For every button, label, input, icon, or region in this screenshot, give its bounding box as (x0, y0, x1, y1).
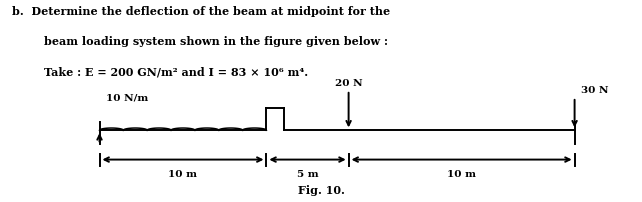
Text: 10 m: 10 m (447, 170, 476, 179)
Text: 10 N/m: 10 N/m (106, 93, 148, 102)
Text: 20 N: 20 N (334, 79, 363, 88)
Text: beam loading system shown in the figure given below :: beam loading system shown in the figure … (44, 36, 388, 47)
Text: 10 m: 10 m (168, 170, 198, 179)
Text: Take : E = 200 GN/m² and I = 83 × 10⁶ m⁴.: Take : E = 200 GN/m² and I = 83 × 10⁶ m⁴… (44, 67, 308, 78)
Text: 5 m: 5 m (297, 170, 318, 179)
Text: Fig. 10.: Fig. 10. (297, 185, 345, 196)
Text: b.  Determine the deflection of the beam at midpoint for the: b. Determine the deflection of the beam … (12, 6, 390, 17)
Text: 30 N: 30 N (581, 86, 609, 95)
